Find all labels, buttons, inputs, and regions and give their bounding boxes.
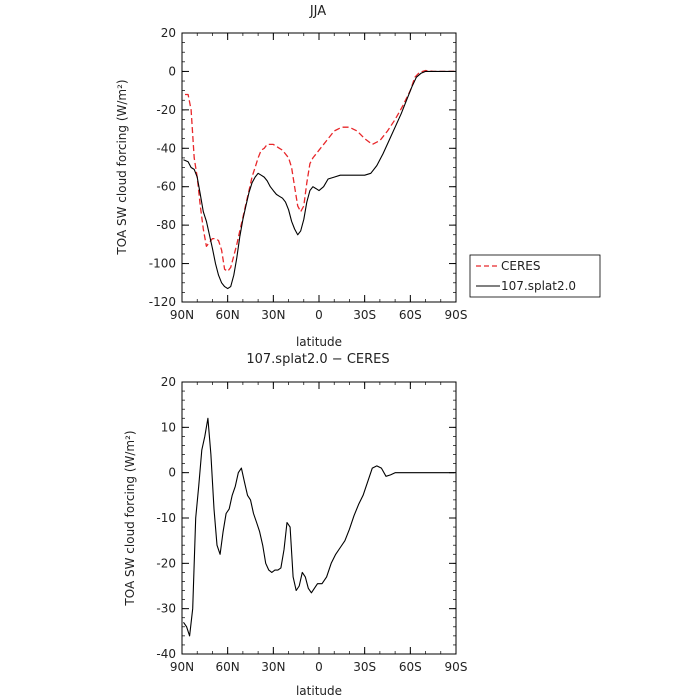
legend: CERES 107.splat2.0 [469, 254, 601, 298]
top-x-axis-title: latitude [296, 335, 342, 349]
top-x-tick-label: 30S [353, 308, 376, 322]
bottom-panel: 107.splat2.0 − CERES 20100-10-20-30-4090… [123, 352, 467, 698]
top-x-tick-label: 0 [315, 308, 323, 322]
bottom-y-tick-label: 20 [161, 375, 176, 389]
top-y-axis-title: TOA SW cloud forcing (W/m²) [115, 79, 129, 255]
bottom-y-tick-label: -20 [156, 556, 176, 570]
bottom-y-tick-label: -10 [156, 511, 176, 525]
legend-model-label: 107.splat2.0 [501, 279, 576, 293]
bottom-y-tick-label: -40 [156, 647, 176, 661]
bottom-series-lines [183, 417, 455, 637]
bottom-x-tick-label: 30S [353, 660, 376, 674]
bottom-x-tick-label: 30N [261, 660, 285, 674]
top-x-tick-label: 60S [399, 308, 422, 322]
bottom-plot-frame [181, 381, 457, 655]
top-y-tick-label: -20 [156, 103, 176, 117]
bottom-series-line-0 [183, 417, 455, 637]
bottom-x-tick-label: 0 [315, 660, 323, 674]
bottom-y-tick-label: 10 [161, 420, 176, 434]
legend-box [469, 254, 601, 298]
top-y-tick-label: -80 [156, 218, 176, 232]
top-y-tick-label: -40 [156, 141, 176, 155]
bottom-panel-title: 107.splat2.0 − CERES [246, 352, 389, 367]
top-x-tick-label: 90N [170, 308, 194, 322]
bottom-y-tick-label: -30 [156, 602, 176, 616]
top-x-tick-label: 90S [445, 308, 468, 322]
top-y-tick-label: -100 [149, 257, 176, 271]
bottom-y-axis-title: TOA SW cloud forcing (W/m²) [123, 430, 137, 606]
top-y-tick-label: 20 [161, 26, 176, 40]
top-x-tick-label: 60N [216, 308, 240, 322]
top-y-tick-label: -120 [149, 295, 176, 309]
top-y-tick-label: -60 [156, 180, 176, 194]
bottom-x-tick-label: 60N [216, 660, 240, 674]
top-y-tick-label: 0 [168, 64, 176, 78]
bottom-x-tick-label: 90S [445, 660, 468, 674]
bottom-y-tick-label: 0 [168, 466, 176, 480]
top-series-line-ceres [185, 69, 455, 272]
top-x-tick-label: 30N [261, 308, 285, 322]
top-panel-title: JJA [309, 4, 326, 19]
legend-ceres-label: CERES [501, 259, 541, 273]
top-series-lines [183, 69, 455, 290]
top-series-line-107-splat2-0 [183, 70, 455, 290]
bottom-x-tick-label: 60S [399, 660, 422, 674]
bottom-x-tick-label: 90N [170, 660, 194, 674]
bottom-x-axis-title: latitude [296, 684, 342, 698]
